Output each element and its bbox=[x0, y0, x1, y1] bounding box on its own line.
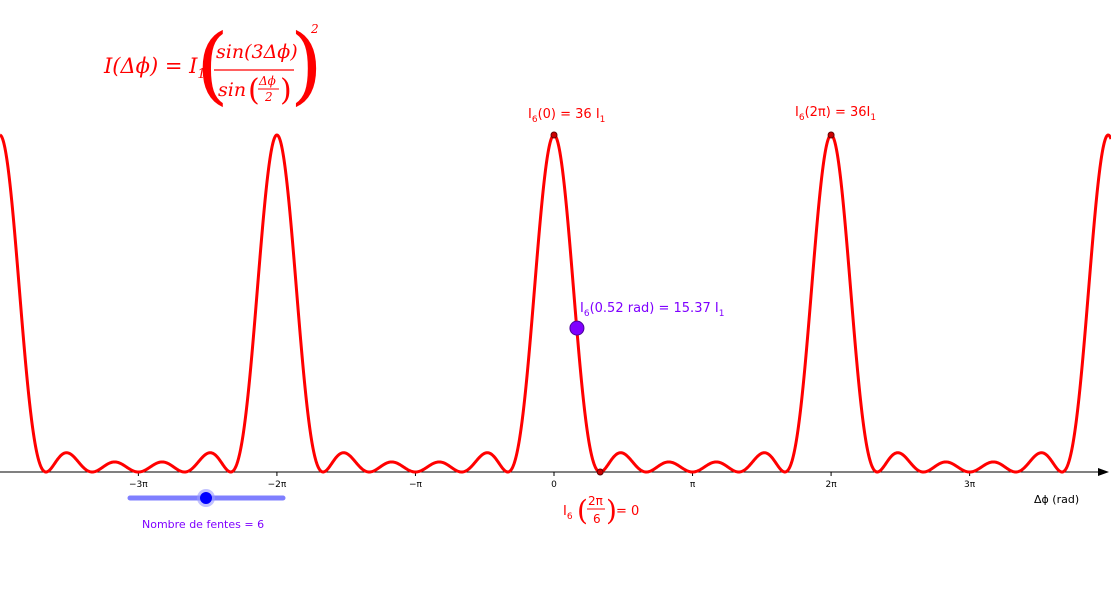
svg-text:): ) bbox=[606, 494, 617, 527]
x-axis-label: Δϕ (rad) bbox=[1034, 493, 1079, 506]
formula-inner-den: 2 bbox=[264, 90, 273, 104]
x-ticks: −3π −2π −π 0 π 2π 3π bbox=[129, 472, 976, 490]
slits-slider[interactable] bbox=[127, 489, 286, 507]
svg-text:I6(2π) = 36I1: I6(2π) = 36I1 bbox=[795, 105, 876, 123]
formula-left-paren: ( bbox=[196, 16, 229, 114]
svg-text:(: ( bbox=[577, 494, 588, 527]
formula-inner-num: Δϕ bbox=[258, 74, 276, 88]
svg-text:6: 6 bbox=[593, 512, 601, 526]
x-tick-label: −π bbox=[409, 480, 423, 490]
zero-label: I6 ( 2π 6 ) = 0 bbox=[563, 494, 639, 527]
svg-text:I6(0) = 36 I1: I6(0) = 36 I1 bbox=[528, 107, 605, 125]
svg-text:2π: 2π bbox=[588, 494, 603, 508]
curve-point-draggable[interactable] bbox=[569, 320, 585, 336]
slider-label: Nombre de fentes = 6 bbox=[142, 518, 264, 531]
formula-inner-left-paren: ( bbox=[248, 73, 260, 108]
svg-text:I6(0.52 rad) = 15.37 I1: I6(0.52 rad) = 15.37 I1 bbox=[580, 301, 724, 319]
formula-inner-right-paren: ) bbox=[280, 73, 292, 108]
formula-lhs: I(Δϕ) = I bbox=[103, 54, 198, 78]
curve-point-zero bbox=[596, 468, 604, 476]
formula-right-paren: ) bbox=[290, 16, 323, 114]
intensity-curve bbox=[0, 133, 1111, 474]
peak-2pi-label: I6(2π) = 36I1 bbox=[795, 105, 876, 123]
curve-point-peak0 bbox=[550, 131, 558, 139]
svg-text:= 0: = 0 bbox=[616, 504, 639, 519]
formula-denominator-fn: sin bbox=[218, 79, 246, 101]
formula-exponent: 2 bbox=[310, 22, 319, 36]
x-tick-label: 0 bbox=[551, 480, 557, 490]
x-axis-arrow bbox=[1098, 468, 1109, 476]
formula: I(Δϕ) = I1 ( sin(3Δϕ) sin ( Δϕ 2 ) ) 2 bbox=[103, 16, 323, 114]
x-tick-label: 3π bbox=[964, 480, 976, 490]
formula-numerator: sin(3Δϕ) bbox=[216, 41, 298, 63]
x-tick-label: 2π bbox=[826, 480, 838, 490]
x-tick-label: −3π bbox=[129, 480, 148, 490]
curve-point-peak2pi bbox=[827, 131, 835, 139]
svg-text:I(Δϕ) = I1: I(Δϕ) = I1 bbox=[103, 54, 206, 82]
x-tick-label: π bbox=[690, 480, 696, 490]
formula-lhs-sub: 1 bbox=[197, 67, 205, 82]
slider-knob[interactable] bbox=[200, 492, 212, 504]
point-label: I6(0.52 rad) = 15.37 I1 bbox=[580, 301, 724, 319]
x-tick-label: −2π bbox=[268, 480, 287, 490]
svg-text:I6: I6 bbox=[563, 504, 573, 522]
peak-0-label: I6(0) = 36 I1 bbox=[528, 107, 605, 125]
chart-points bbox=[550, 131, 835, 476]
